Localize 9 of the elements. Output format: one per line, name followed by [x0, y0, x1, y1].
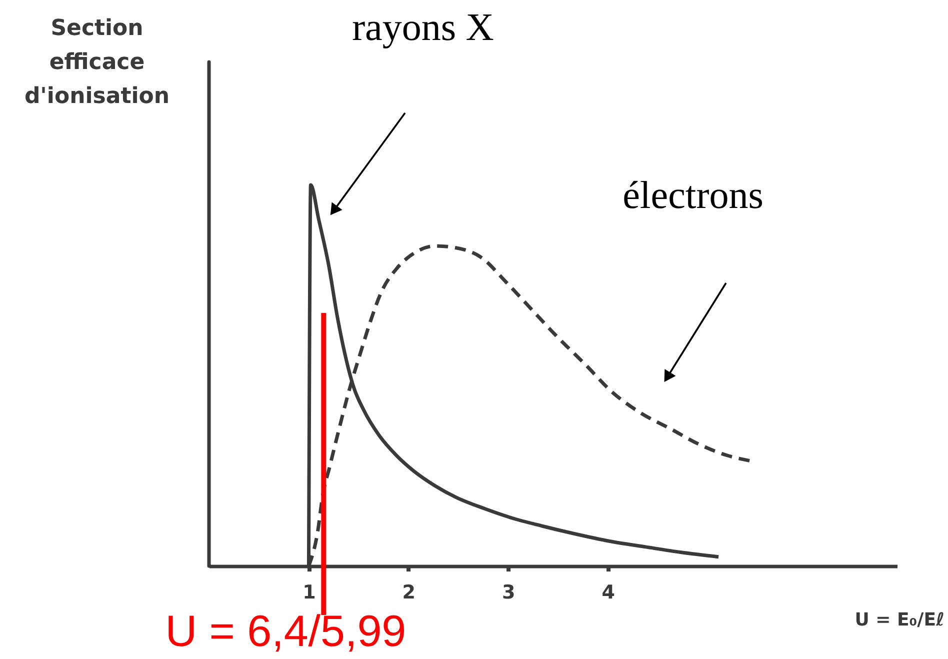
y-axis-title: Section efficace d'ionisation [24, 16, 170, 109]
x-tick-label: 1 [302, 582, 316, 604]
x-tick-label: 3 [502, 582, 516, 604]
x-tick-label: 4 [602, 582, 615, 604]
x-tick-label: 2 [402, 582, 416, 604]
text: rayons X [352, 6, 494, 49]
annotation: électrons [622, 174, 764, 217]
text: U = 6,4/5,99 [165, 607, 406, 656]
x-axis-title: U = E₀/Eℓ [854, 610, 944, 630]
